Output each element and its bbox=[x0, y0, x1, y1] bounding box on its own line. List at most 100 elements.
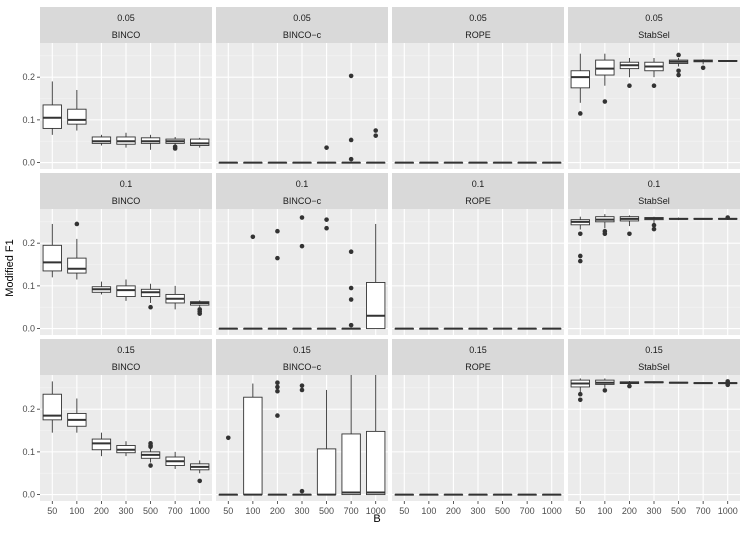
outlier-point bbox=[577, 231, 583, 237]
outlier-point bbox=[627, 383, 632, 389]
outlier-point bbox=[651, 222, 657, 228]
box-700 bbox=[693, 217, 713, 220]
facet-strip bbox=[216, 173, 388, 209]
outlier-point bbox=[373, 128, 379, 133]
y-tick-label: 0.2 bbox=[22, 238, 35, 248]
boxplot-group-0-3 bbox=[570, 52, 738, 116]
facet-strip-col-label: StabSel bbox=[638, 30, 670, 40]
outlier-point bbox=[348, 73, 354, 79]
facet-strip-col-label: StabSel bbox=[638, 196, 670, 206]
box-200 bbox=[443, 493, 464, 496]
facet-strip-col-label: BINCO−c bbox=[283, 30, 322, 40]
box-500 bbox=[316, 217, 337, 330]
facet-strip-col-label: StabSel bbox=[638, 362, 670, 372]
x-tick-label: 300 bbox=[646, 506, 661, 516]
box-1000 bbox=[190, 300, 210, 316]
box-300 bbox=[468, 327, 488, 330]
facet-panel-1-2: 0.1 ROPE bbox=[392, 173, 564, 335]
box-700 bbox=[341, 249, 361, 330]
facet-strip-col-label: BINCO bbox=[112, 196, 141, 206]
box-700 bbox=[517, 493, 537, 496]
x-tick-label: 500 bbox=[495, 506, 510, 516]
facet-strip bbox=[392, 173, 564, 209]
boxplot-group-0-1 bbox=[218, 73, 386, 164]
x-tick-label: 200 bbox=[622, 506, 637, 516]
outlier-point bbox=[299, 215, 305, 220]
outlier-point bbox=[348, 297, 354, 302]
outlier-point bbox=[275, 228, 280, 234]
x-tick-label: 300 bbox=[118, 506, 133, 516]
y-tick-label: 0.2 bbox=[22, 404, 35, 414]
x-tick-label: 700 bbox=[168, 506, 183, 516]
box-300 bbox=[116, 441, 136, 457]
outlier-point bbox=[725, 215, 731, 220]
box-1000 bbox=[366, 375, 386, 496]
box-50 bbox=[570, 378, 590, 403]
box-iqr bbox=[67, 257, 87, 274]
x-tick-label: 1000 bbox=[542, 506, 562, 516]
box-200 bbox=[619, 380, 640, 389]
outlier-point bbox=[577, 111, 583, 116]
x-tick-label: 300 bbox=[470, 506, 485, 516]
outlier-point bbox=[627, 83, 632, 89]
box-200 bbox=[619, 215, 640, 237]
x-tick-label: 100 bbox=[597, 506, 612, 516]
box-1000 bbox=[366, 128, 386, 164]
x-tick-label: 100 bbox=[69, 506, 84, 516]
outlier-point bbox=[225, 435, 231, 441]
x-tick-label: 1000 bbox=[366, 506, 386, 516]
box-100 bbox=[67, 398, 87, 433]
box-500 bbox=[140, 134, 161, 150]
facet-strip bbox=[392, 7, 564, 43]
box-iqr bbox=[366, 282, 386, 330]
facet-strip bbox=[216, 339, 388, 375]
box-iqr bbox=[42, 244, 62, 272]
boxplot-group-1-0 bbox=[42, 221, 210, 316]
box-100 bbox=[419, 161, 439, 164]
outlier-point bbox=[577, 391, 583, 397]
outlier-point bbox=[299, 387, 305, 393]
y-tick-label: 0.0 bbox=[22, 158, 35, 168]
facet-panel-1-0: 0.1 BINCO bbox=[40, 173, 212, 335]
boxplot-group-2-0 bbox=[42, 381, 210, 484]
box-100 bbox=[67, 89, 87, 131]
box-200 bbox=[443, 327, 464, 330]
box-50 bbox=[394, 327, 414, 330]
y-tick-label: 0.1 bbox=[22, 281, 35, 291]
x-tick-label: 700 bbox=[520, 506, 535, 516]
x-tick-label: 50 bbox=[223, 506, 233, 516]
x-tick-label: 200 bbox=[94, 506, 109, 516]
box-300 bbox=[468, 161, 488, 164]
outlier-point bbox=[676, 72, 681, 78]
box-700 bbox=[517, 327, 537, 330]
facet-strip-col-label: BINCO bbox=[112, 362, 141, 372]
box-300 bbox=[292, 161, 312, 164]
box-iqr bbox=[341, 433, 361, 496]
box-300 bbox=[292, 383, 312, 496]
facet-strip bbox=[40, 339, 212, 375]
facet-strip-row-label: 0.15 bbox=[293, 345, 311, 355]
outlier-point bbox=[197, 478, 203, 484]
y-tick-label: 0.0 bbox=[22, 324, 35, 334]
facet-strip-row-label: 0.15 bbox=[117, 345, 135, 355]
outlier-point bbox=[348, 285, 354, 291]
facet-strip bbox=[216, 7, 388, 43]
box-700 bbox=[165, 451, 185, 469]
outlier-point bbox=[348, 249, 354, 255]
outlier-point bbox=[275, 388, 280, 394]
box-1000 bbox=[718, 379, 738, 388]
box-100 bbox=[595, 378, 615, 393]
box-500 bbox=[140, 283, 161, 310]
x-tick-label: 700 bbox=[696, 506, 711, 516]
outlier-point bbox=[148, 463, 153, 468]
outlier-point bbox=[651, 83, 657, 89]
box-200 bbox=[443, 161, 464, 164]
box-300 bbox=[116, 132, 136, 148]
x-tick-label: 300 bbox=[294, 506, 309, 516]
outlier-point bbox=[602, 231, 608, 237]
facet-panel-0-2: 0.05 ROPE bbox=[392, 7, 564, 169]
box-100 bbox=[243, 161, 263, 164]
boxplot-group-2-2 bbox=[394, 493, 562, 496]
box-iqr bbox=[67, 108, 87, 125]
x-tick-label: 1000 bbox=[190, 506, 210, 516]
